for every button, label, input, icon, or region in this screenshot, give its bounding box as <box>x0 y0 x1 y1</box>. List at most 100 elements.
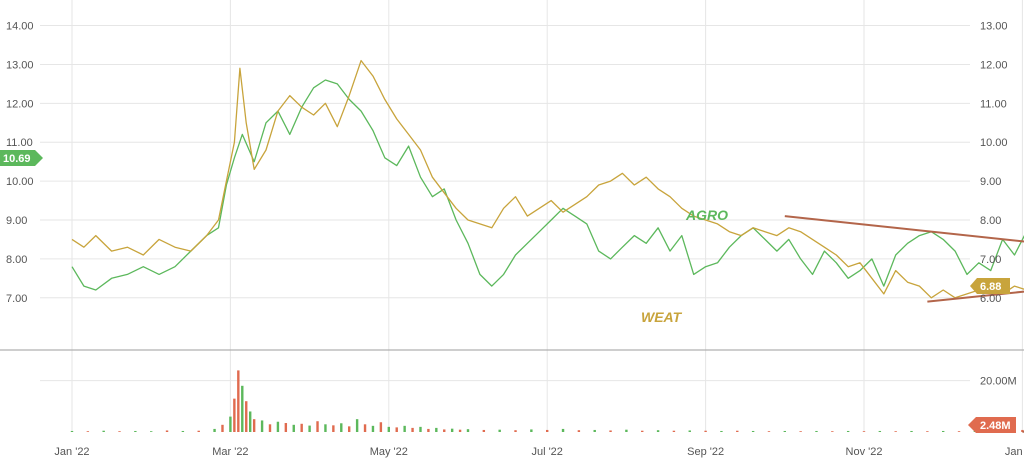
weat-last-badge: 6.88 <box>970 278 1010 294</box>
volume-bar <box>363 424 367 432</box>
volume-bar <box>102 430 105 432</box>
trend-line <box>927 290 1024 303</box>
volume-bar <box>197 430 200 432</box>
volume-bar <box>767 431 771 432</box>
volume-bar <box>292 424 295 432</box>
volume-bar <box>593 429 596 432</box>
volume-bar <box>736 430 739 432</box>
volume-bar <box>150 431 153 432</box>
volume-bar <box>862 431 866 432</box>
volume-bar <box>704 430 707 432</box>
volume-bar <box>316 421 319 432</box>
volume-bar <box>942 430 945 432</box>
volume-bar <box>815 430 818 432</box>
agro-annotation: AGRO <box>685 207 728 223</box>
volume-bar <box>332 425 335 432</box>
volume-bar <box>672 430 676 432</box>
volume-bar <box>910 430 913 432</box>
volume-bar <box>241 385 244 432</box>
volume-bar <box>466 429 470 432</box>
x-tick-label: Jul '22 <box>531 446 562 458</box>
volume-bar <box>249 411 252 432</box>
agro-last-value: 10.69 <box>3 153 31 165</box>
volume-bar <box>371 425 375 432</box>
volume-bar <box>720 430 723 432</box>
volume-bar <box>450 428 454 432</box>
right-tick-label: 13.00 <box>980 21 1008 33</box>
volume-bar <box>625 429 628 432</box>
weat-last-value: 6.88 <box>980 281 1001 293</box>
x-tick-label: Mar '22 <box>212 446 248 458</box>
volume-bar <box>276 421 280 432</box>
x-tick-label: Jan '22 <box>54 446 89 458</box>
volume-bar <box>308 425 311 432</box>
left-tick-label: 7.00 <box>6 293 27 305</box>
volume-bar <box>411 427 414 432</box>
volume-bar <box>561 428 565 432</box>
left-tick-label: 9.00 <box>6 215 27 227</box>
weat-annotation: WEAT <box>641 309 683 325</box>
volume-bar <box>300 423 303 432</box>
left-tick-label: 12.00 <box>6 98 34 110</box>
price-series <box>71 59 1024 299</box>
volume-bar <box>609 430 612 432</box>
volume-bar <box>926 431 929 432</box>
volume-bar <box>237 370 240 432</box>
grid-lines <box>40 0 1023 432</box>
volume-bar <box>656 430 660 432</box>
volume-bar <box>355 419 359 432</box>
trend-lines <box>784 215 1024 433</box>
right-tick-label: 8.00 <box>980 215 1001 227</box>
x-tick-label: Sep '22 <box>687 446 724 458</box>
volume-bar <box>577 430 581 432</box>
x-tick-label: Jan '23 <box>1005 446 1024 458</box>
volume-bar <box>229 416 232 432</box>
volume-bar <box>340 423 343 432</box>
series-line-agro <box>71 79 1024 291</box>
volume-bar <box>70 430 74 432</box>
left-tick-label: 10.00 <box>6 176 34 188</box>
volume-bar <box>245 401 248 432</box>
volume-bars <box>70 370 1024 432</box>
left-tick-label: 14.00 <box>6 21 34 33</box>
volume-bar <box>284 423 288 432</box>
right-tick-label: 7.00 <box>980 254 1001 266</box>
volume-bar <box>783 430 786 432</box>
volume-bar <box>252 419 256 432</box>
volume-bar <box>458 429 462 432</box>
volume-bar <box>846 430 850 432</box>
volume-bar <box>482 429 486 432</box>
volume-bar <box>435 427 438 432</box>
volume-bar <box>213 428 216 432</box>
volume-tick-label: 20.00M <box>980 376 1017 388</box>
right-tick-label: 11.00 <box>980 98 1007 110</box>
volume-bar <box>751 430 755 432</box>
volume-bar <box>498 429 501 432</box>
axis-labels: Jan '22 Mar '22 May '22 Jul '22 Sep '22 Nov '… <box>6 21 1024 458</box>
x-tick-label: May '22 <box>370 446 408 458</box>
volume-bar <box>165 430 169 432</box>
volume-bar <box>514 430 517 432</box>
trend-line <box>784 215 1024 243</box>
right-tick-label: 12.00 <box>980 59 1008 71</box>
volume-bar <box>86 431 90 432</box>
volume-bar <box>403 425 406 432</box>
volume-bar <box>443 429 446 432</box>
volume-bar <box>395 427 398 432</box>
volume-bar <box>688 430 691 432</box>
volume-bar <box>118 431 121 432</box>
volume-bar <box>831 431 834 432</box>
left-tick-label: 13.00 <box>6 59 34 71</box>
volume-bar <box>268 424 272 432</box>
volume-bar <box>324 424 327 432</box>
volume-bar <box>348 426 351 432</box>
volume-bar <box>957 431 961 432</box>
volume-last-value: 2.48M <box>980 420 1011 432</box>
volume-bar <box>134 430 137 432</box>
right-tick-label: 6.00 <box>980 293 1001 305</box>
x-tick-label: Nov '22 <box>846 446 883 458</box>
volume-bar <box>530 429 533 432</box>
right-tick-label: 9.00 <box>980 176 1001 188</box>
volume-bar <box>221 424 224 432</box>
volume-bar <box>894 431 897 432</box>
